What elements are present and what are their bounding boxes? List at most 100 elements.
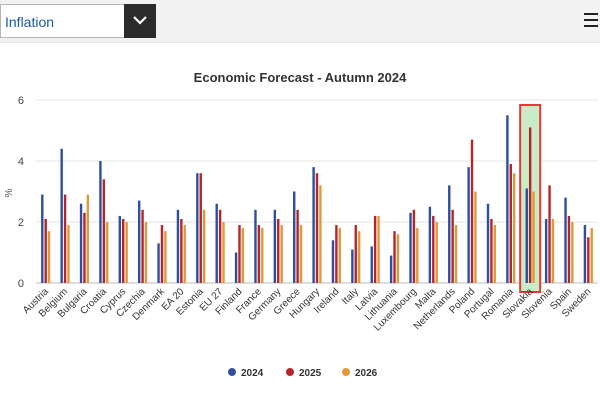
bar-2026-luxembourg	[416, 228, 419, 283]
bar-2026-ea-20	[183, 225, 186, 283]
bar-2024-hungary	[312, 167, 315, 283]
bar-2026-ireland	[338, 228, 341, 283]
bar-2024-finland	[234, 252, 238, 283]
y-tick-label: 4	[18, 156, 24, 168]
bar-2026-germany	[280, 225, 283, 283]
inflation-bar-chart: Economic Forecast - Autumn 20240246%Aust…	[4, 70, 598, 379]
bar-2024-croatia	[99, 161, 102, 283]
bar-2024-romania	[506, 115, 509, 283]
bar-2024-belgium	[60, 148, 63, 283]
bar-2026-finland	[241, 228, 245, 283]
bar-2025-lithuania	[393, 231, 396, 283]
bar-2024-czechia	[137, 200, 141, 283]
hamburger-menu-icon[interactable]	[584, 13, 598, 31]
bar-2024-estonia	[196, 173, 199, 283]
bar-2026-italy	[357, 231, 361, 283]
bar-2025-spain	[567, 215, 571, 283]
bar-2026-slovenia	[551, 218, 555, 283]
bar-2024-eu-27	[215, 203, 218, 283]
bar-2024-austria	[41, 194, 44, 283]
bar-2026-spain	[571, 222, 574, 283]
chevron-down-icon	[133, 16, 147, 25]
legend-marker-2025[interactable]	[286, 368, 294, 376]
bar-2025-belgium	[63, 194, 67, 283]
legend-label-2026[interactable]: 2026	[355, 368, 378, 379]
y-tick-label: 2	[18, 217, 24, 229]
bar-2025-bulgaria	[83, 212, 86, 283]
bar-2026-lithuania	[396, 234, 400, 283]
bar-2025-croatia	[102, 179, 106, 283]
bar-2026-bulgaria	[86, 194, 90, 283]
legend-marker-2024[interactable]	[228, 368, 236, 376]
bar-2024-denmark	[157, 243, 160, 283]
bar-2025-finland	[238, 225, 241, 283]
bar-2024-greece	[293, 191, 296, 283]
bar-2024-ireland	[331, 240, 335, 283]
y-axis-label: %	[4, 188, 15, 197]
bar-2025-poland	[470, 139, 474, 283]
indicator-select-value: Inflation	[5, 14, 55, 30]
bar-2025-austria	[44, 218, 47, 283]
bar-2024-bulgaria	[79, 203, 83, 283]
bar-2024-poland	[467, 167, 470, 283]
legend-marker-2026[interactable]	[342, 368, 350, 376]
chart-title: Economic Forecast - Autumn 2024	[194, 70, 407, 85]
bar-2026-croatia	[106, 222, 109, 283]
bar-2025-sweden	[587, 237, 590, 283]
bar-2026-hungary	[319, 185, 322, 283]
bar-2024-france	[254, 209, 257, 283]
bar-2025-ea-20	[180, 218, 183, 283]
bar-2026-belgium	[67, 225, 70, 283]
bar-2026-denmark	[164, 231, 167, 283]
bar-2025-slovakia	[528, 127, 532, 283]
bar-2026-sweden	[590, 228, 593, 283]
bar-2024-ea-20	[176, 209, 180, 283]
top-bar: Inflation	[0, 0, 600, 43]
bar-2024-italy	[351, 249, 354, 283]
bar-2025-czechia	[141, 209, 144, 283]
bar-2024-slovakia	[525, 188, 528, 283]
bar-2024-luxembourg	[409, 212, 412, 283]
bar-2026-greece	[299, 225, 303, 283]
y-tick-label: 6	[18, 95, 24, 107]
bar-2026-czechia	[144, 222, 148, 283]
bar-2025-germany	[277, 218, 280, 283]
bar-2025-estonia	[199, 173, 202, 283]
bar-2026-portugal	[493, 225, 497, 283]
bar-2024-germany	[273, 209, 277, 283]
bar-2025-cyprus	[122, 218, 125, 283]
legend-label-2024[interactable]: 2024	[241, 368, 264, 379]
bar-2025-luxembourg	[412, 209, 416, 283]
bar-2025-italy	[354, 225, 357, 283]
bar-2024-latvia	[370, 246, 373, 283]
bar-2025-romania	[509, 164, 512, 283]
bar-2025-slovenia	[548, 185, 551, 283]
indicator-dropdown-button[interactable]	[124, 4, 156, 38]
bar-2025-malta	[432, 215, 435, 283]
bar-2024-sweden	[583, 225, 587, 283]
bar-2026-austria	[47, 231, 51, 283]
y-tick-label: 0	[18, 278, 24, 290]
bar-2026-poland	[474, 191, 477, 283]
bar-2024-cyprus	[118, 215, 122, 283]
bar-2025-france	[257, 225, 261, 283]
bar-2025-netherlands	[451, 209, 454, 283]
bar-2026-netherlands	[454, 225, 458, 283]
bar-2024-portugal	[486, 203, 490, 283]
bar-2026-slovakia	[532, 191, 535, 283]
bar-2025-greece	[296, 209, 299, 283]
bar-2024-spain	[564, 197, 567, 283]
bar-2026-france	[261, 228, 264, 283]
bar-2026-malta	[435, 222, 438, 283]
bar-2024-netherlands	[448, 185, 451, 283]
bar-2026-latvia	[377, 215, 380, 283]
bar-2025-ireland	[335, 225, 338, 283]
bar-2024-slovenia	[544, 218, 548, 283]
bar-2025-portugal	[490, 218, 493, 283]
legend-label-2025[interactable]: 2025	[299, 368, 322, 379]
bar-2024-malta	[428, 206, 432, 283]
bar-2025-latvia	[373, 215, 377, 283]
bar-2026-estonia	[202, 209, 206, 283]
indicator-select[interactable]: Inflation	[0, 4, 126, 38]
bar-2026-cyprus	[125, 222, 128, 283]
